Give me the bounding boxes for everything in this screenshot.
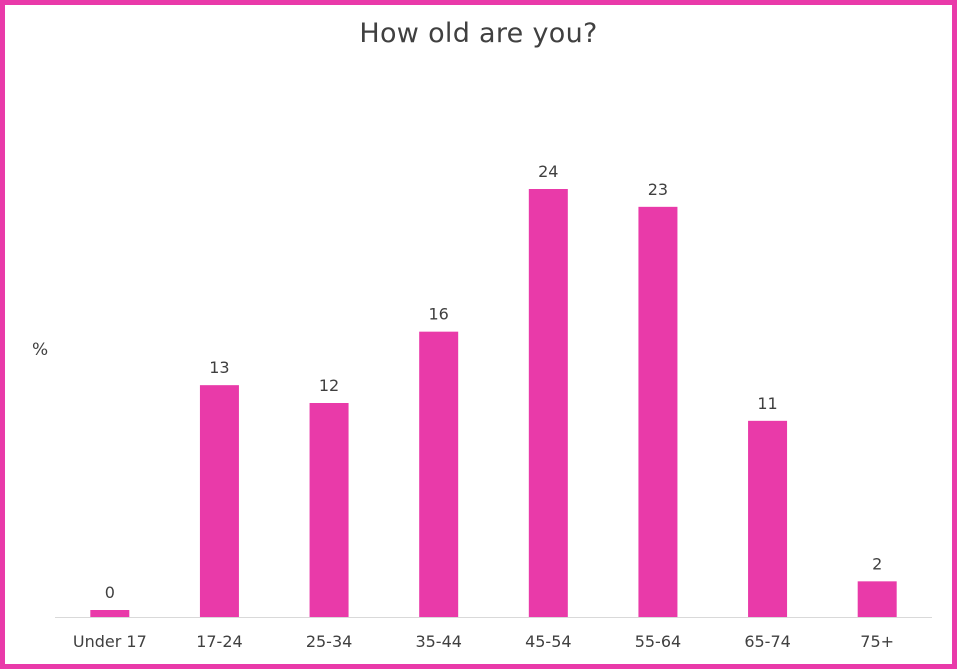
data-label: 24 bbox=[538, 162, 558, 181]
data-label: 11 bbox=[757, 394, 777, 413]
data-label: 12 bbox=[319, 376, 339, 395]
y-axis-label: % bbox=[32, 340, 49, 360]
bar-55-64 bbox=[638, 206, 678, 618]
x-tick-label: 55-64 bbox=[635, 632, 682, 651]
x-tick-label: 65-74 bbox=[744, 632, 791, 651]
data-label: 0 bbox=[105, 583, 115, 602]
bar-under-17 bbox=[90, 610, 130, 617]
bar-45-54 bbox=[528, 189, 568, 617]
x-tick-label: 45-54 bbox=[525, 632, 572, 651]
data-label: 23 bbox=[648, 180, 668, 199]
data-label: 16 bbox=[429, 305, 449, 324]
x-tick-label: 75+ bbox=[860, 632, 894, 651]
bar-17-24 bbox=[199, 385, 239, 617]
bar-65-74 bbox=[748, 420, 788, 617]
x-tick-label: Under 17 bbox=[73, 632, 147, 651]
bars-group bbox=[90, 189, 897, 618]
x-tick-label: 35-44 bbox=[415, 632, 462, 651]
x-tick-label: 25-34 bbox=[306, 632, 353, 651]
data-label: 13 bbox=[209, 358, 229, 377]
bar-35-44 bbox=[419, 331, 459, 617]
data-label: 2 bbox=[872, 554, 882, 573]
x-tick-labels-group: Under 17 17-24 25-34 35-44 45-54 55-64 65-74 75… bbox=[73, 632, 894, 651]
bar-75- bbox=[857, 581, 897, 617]
chart-title: How old are you? bbox=[359, 18, 598, 49]
bar-25-34 bbox=[309, 403, 349, 617]
x-tick-label: 17-24 bbox=[196, 632, 243, 651]
data-labels-group: 0 13 12 16 24 23 11 2 bbox=[105, 162, 883, 602]
